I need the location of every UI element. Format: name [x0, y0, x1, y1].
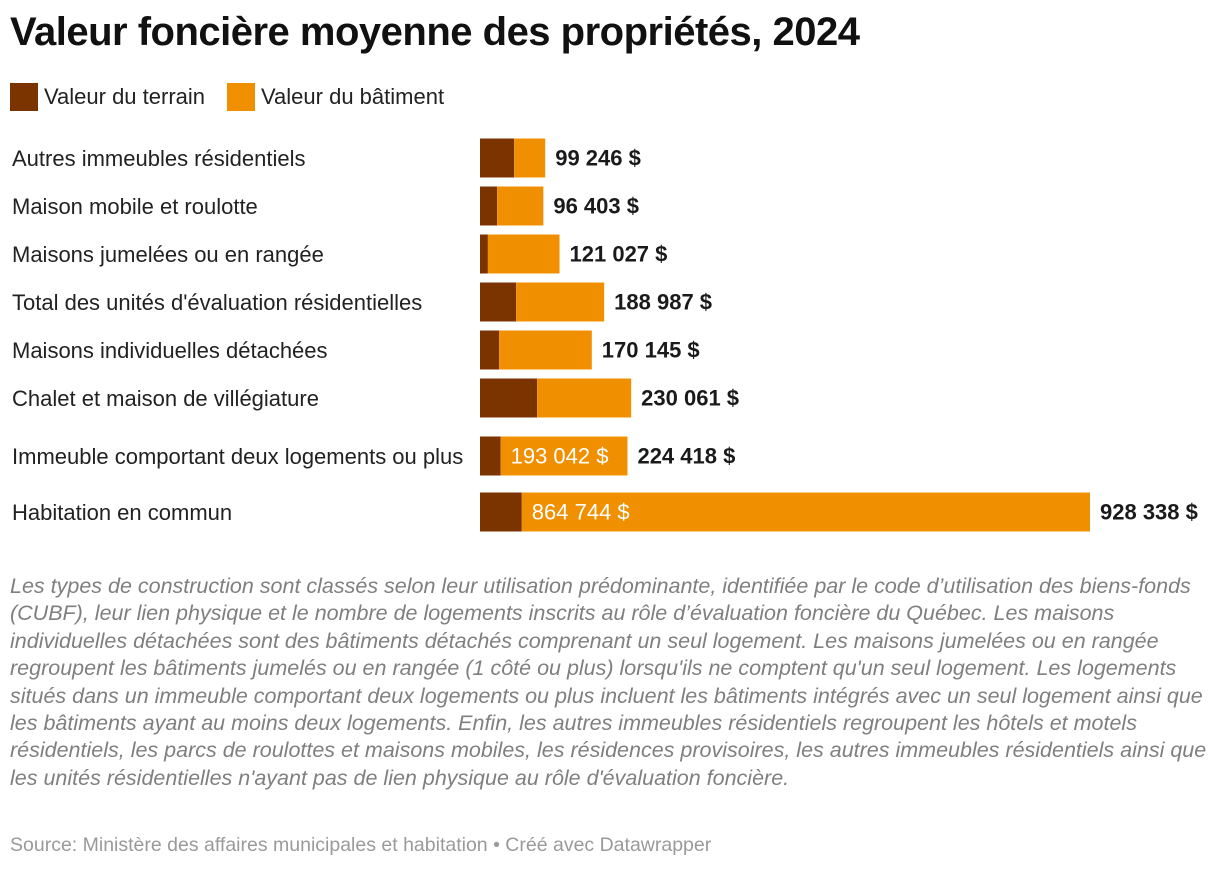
bar-segment-batiment — [500, 436, 628, 476]
category-label: Habitation en commun — [12, 499, 233, 525]
total-value-label: 188 987 $ — [614, 290, 712, 315]
bar-segment-terrain — [480, 492, 522, 532]
bar-segment-batiment — [487, 234, 560, 274]
bar-segment-batiment — [514, 138, 546, 178]
source-credit: Source: Ministère des affaires municipal… — [10, 834, 712, 856]
chart-title: Valeur foncière moyenne des propriétés, … — [10, 10, 860, 54]
total-value-label: 230 061 $ — [641, 386, 739, 411]
total-value-label: 121 027 $ — [570, 242, 668, 267]
total-value-label: 928 338 $ — [1100, 500, 1198, 525]
bar-segment-terrain — [480, 330, 500, 370]
category-label: Autres immeubles résidentiels — [12, 145, 306, 171]
bar-segment-terrain — [480, 282, 517, 322]
category-label: Maison mobile et roulotte — [12, 193, 258, 219]
category-label: Immeuble comportant deux logements ou pl… — [12, 443, 464, 469]
total-value-label: 224 418 $ — [637, 444, 735, 469]
segment-value-label: 864 744 $ — [532, 500, 630, 525]
bar-segment-terrain — [480, 378, 538, 418]
legend: Valeur du terrain Valeur du bâtiment — [10, 83, 466, 111]
total-value-label: 96 403 $ — [553, 194, 639, 219]
segment-value-label: 193 042 $ — [511, 444, 609, 469]
bar-segment-terrain — [480, 436, 501, 476]
legend-swatch-batiment — [227, 83, 256, 111]
bar-segment-terrain — [480, 138, 515, 178]
legend-item-batiment: Valeur du bâtiment — [227, 83, 444, 111]
bar-segment-terrain — [480, 186, 498, 226]
bar-segment-batiment — [521, 492, 1090, 532]
bar-chart-plot: 99 246 $ 96 403 $ 121 027 $ 188 987 $ 170 14… — [480, 138, 1198, 532]
total-value-label: 170 145 $ — [602, 338, 700, 363]
bar-segment-batiment — [516, 282, 605, 322]
category-label: Maisons jumelées ou en rangée — [12, 241, 324, 267]
category-label: Maisons individuelles détachées — [12, 337, 328, 363]
bar-segment-terrain — [480, 234, 488, 274]
legend-label-batiment: Valeur du bâtiment — [261, 84, 445, 109]
legend-swatch-terrain — [10, 83, 38, 111]
category-label: Chalet et maison de villégiature — [12, 385, 319, 411]
chart-notes: Les types de construction sont classés s… — [10, 574, 1207, 790]
category-label: Total des unités d'évaluation résidentie… — [12, 289, 423, 315]
bar-segment-batiment — [499, 330, 592, 370]
total-value-label: 99 246 $ — [555, 146, 641, 171]
bar-segment-batiment — [537, 378, 632, 418]
bar-segment-batiment — [497, 186, 544, 226]
legend-label-terrain: Valeur du terrain — [44, 84, 206, 109]
legend-item-terrain: Valeur du terrain — [10, 83, 205, 111]
